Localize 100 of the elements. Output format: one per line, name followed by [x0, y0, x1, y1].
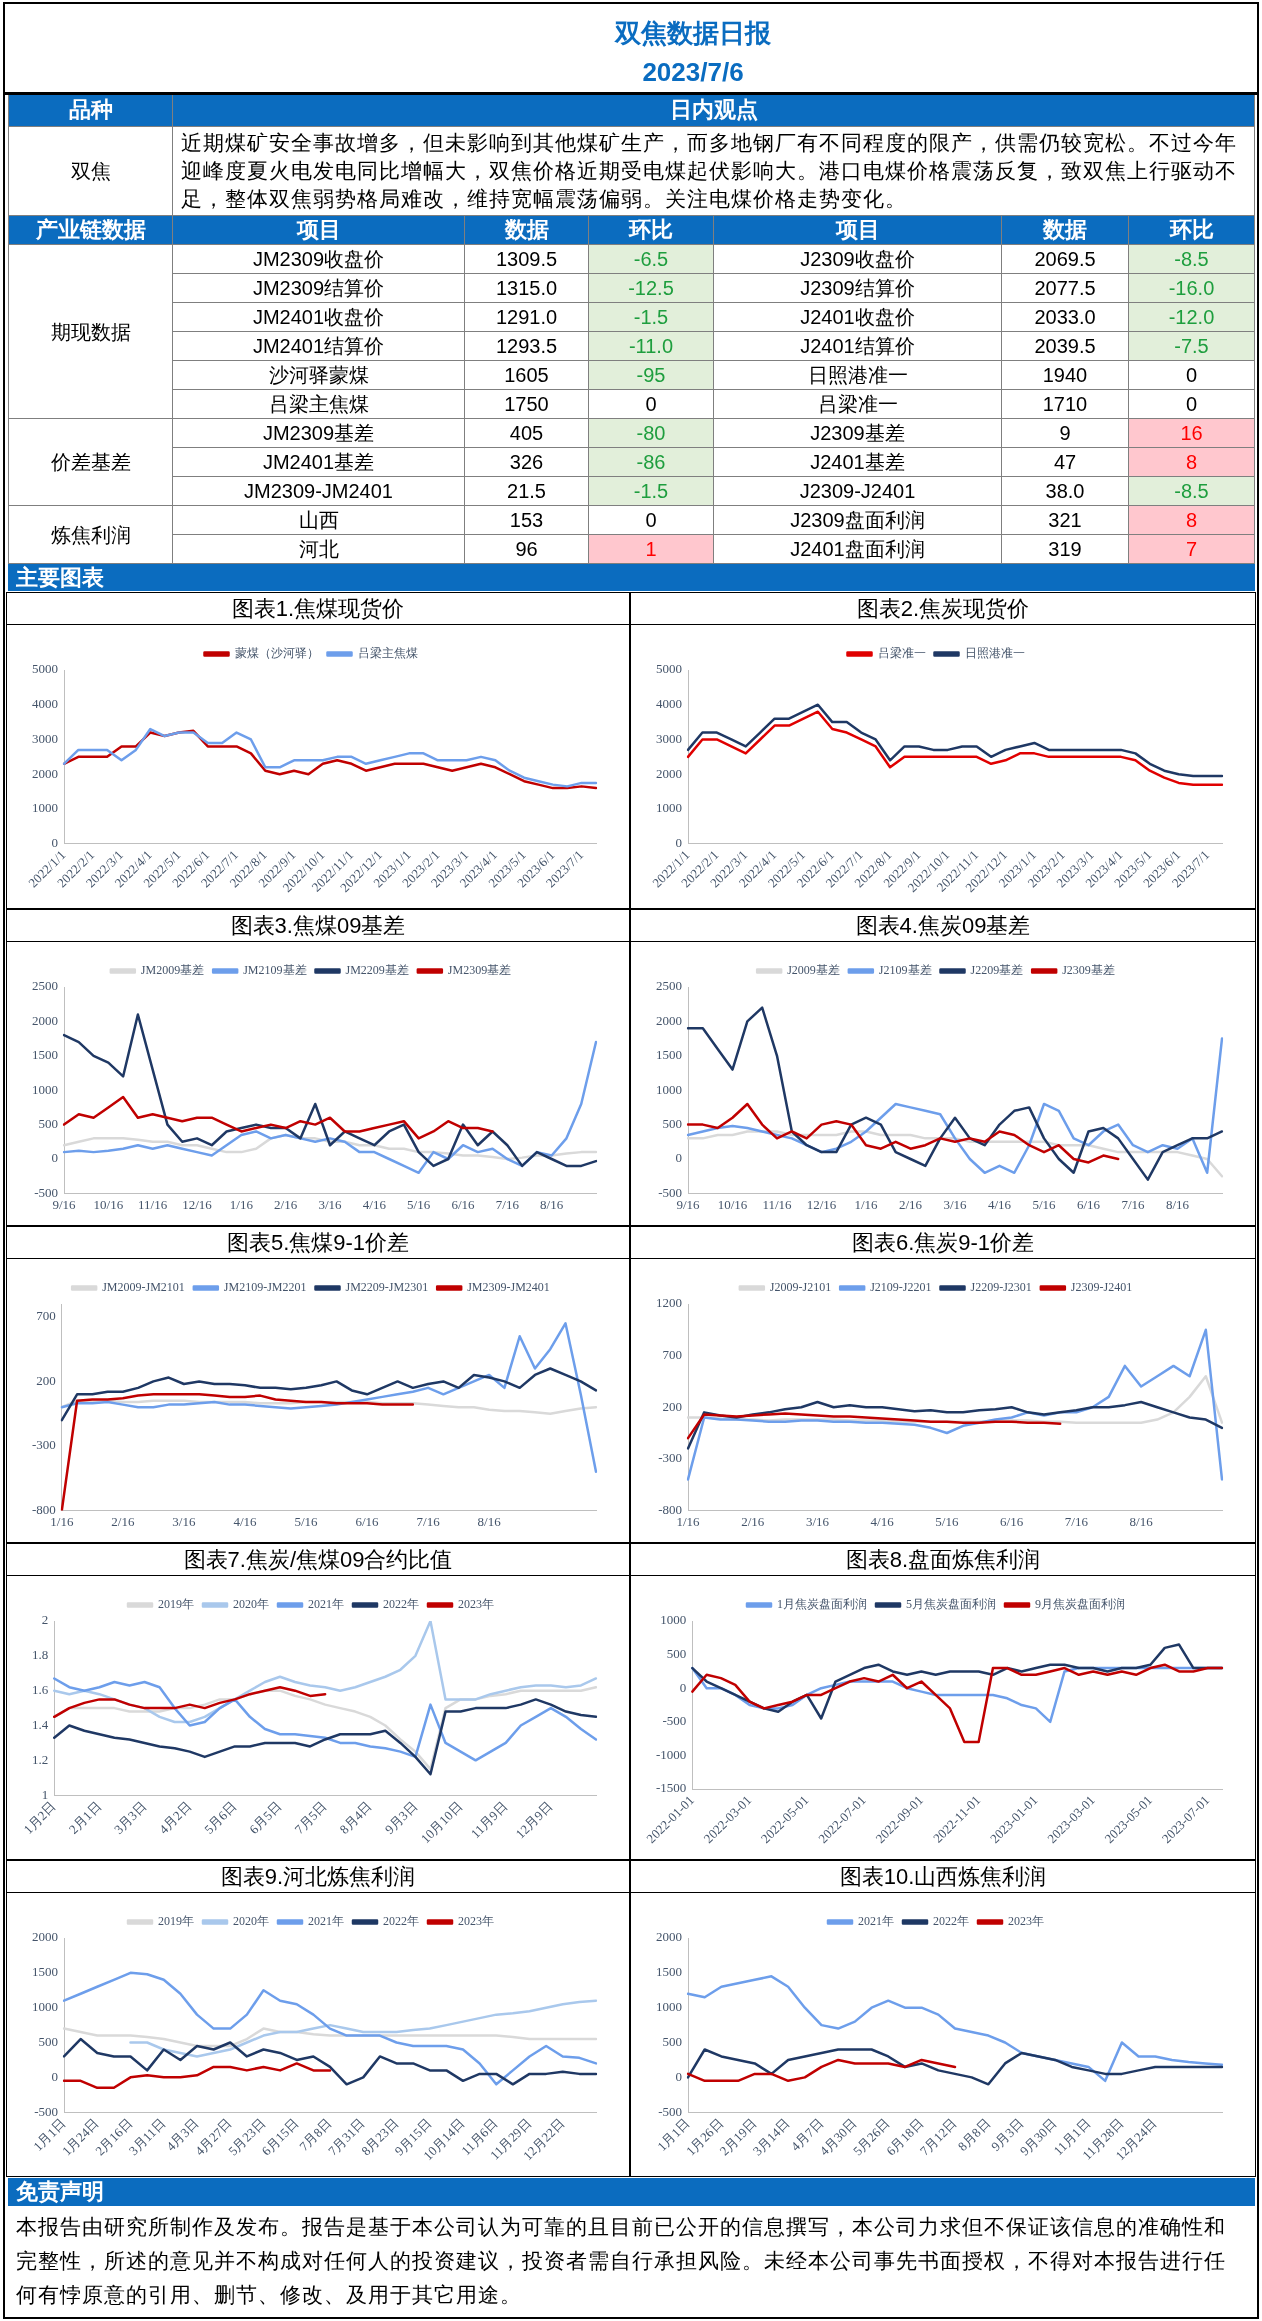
- text: 2077.5: [1002, 274, 1129, 303]
- text: -8.5: [1129, 245, 1255, 274]
- x-tick-label: 10/16: [93, 1196, 124, 1212]
- y-tick-label: 0: [675, 835, 682, 851]
- x-tick-label: 3/16: [318, 1196, 343, 1212]
- x-tick-label: 5/16: [294, 1513, 319, 1529]
- y-tick-label: 1200: [656, 1295, 682, 1311]
- y-tick-label: 1.4: [32, 1716, 49, 1732]
- y-tick-label: 0: [51, 835, 58, 851]
- text: 1309.5: [465, 245, 589, 274]
- text: 环比: [1129, 216, 1255, 245]
- x-tick-label: 5月6日: [201, 1798, 240, 1837]
- chart-title: 图表10.山西炼焦利润: [631, 1861, 1255, 1893]
- text: 321: [1002, 506, 1129, 535]
- text: 项目: [173, 216, 465, 245]
- y-tick-label: 500: [662, 2033, 682, 2049]
- chart-title: 图表9.河北炼焦利润: [7, 1861, 629, 1893]
- text: 数据: [1002, 216, 1129, 245]
- y-tick-label: 700: [36, 1308, 56, 1324]
- text: 2023/7/6: [641, 55, 745, 89]
- text: 16: [1129, 419, 1255, 448]
- y-tick-label: 2000: [32, 765, 58, 781]
- legend-label: JM2009基差: [140, 963, 205, 978]
- legend-label: 2020年: [233, 1597, 269, 1612]
- text: 8: [1129, 448, 1255, 477]
- x-tick-label: 4月2日: [156, 1798, 195, 1837]
- legend-label: 2019年: [158, 1597, 194, 1612]
- legend-label: J2109基差: [878, 963, 932, 978]
- text: 21.5: [465, 477, 589, 506]
- text: -1.5: [589, 477, 714, 506]
- x-tick-label: 2/16: [741, 1513, 765, 1529]
- text: JM2309结算价: [173, 274, 465, 303]
- y-tick-label: -1500: [655, 1780, 687, 1796]
- text: 山西: [173, 506, 465, 535]
- text: JM2309-JM2401: [173, 477, 465, 506]
- legend-label: 2021年: [308, 1597, 344, 1612]
- text: J2309收盘价: [714, 245, 1002, 274]
- chart-title: 图表5.焦煤9-1价差: [7, 1227, 629, 1259]
- y-tick-label: 0: [675, 2068, 682, 2084]
- y-tick-label: 1000: [32, 1081, 58, 1097]
- text: 数据: [465, 216, 589, 245]
- chart-title: 图表1.焦煤现货价: [7, 593, 629, 625]
- x-tick-label: 12/16: [182, 1196, 213, 1212]
- x-tick-label: 11/16: [138, 1196, 168, 1212]
- y-tick-label: 700: [662, 1347, 682, 1363]
- legend-label: J2109-J2201: [870, 1280, 932, 1295]
- x-tick-label: 6/16: [1076, 1196, 1101, 1212]
- text: 9: [1002, 419, 1129, 448]
- text: -12.0: [1129, 303, 1255, 332]
- x-tick-label: 11/16: [762, 1196, 793, 1212]
- y-tick-label: 500: [38, 1116, 58, 1132]
- x-tick-label: 2月1日: [65, 1798, 104, 1837]
- text: JM2309基差: [173, 419, 465, 448]
- text: JM2309收盘价: [173, 245, 465, 274]
- y-tick-label: 200: [36, 1372, 56, 1388]
- y-tick-label: 2000: [656, 765, 682, 781]
- text: 0: [589, 506, 714, 535]
- text: 日内观点: [173, 95, 1255, 127]
- legend-label: 2022年: [933, 1914, 969, 1929]
- y-tick-label: 4000: [32, 696, 58, 712]
- y-tick-label: 2000: [656, 1929, 682, 1945]
- text: J2401盘面利润: [714, 535, 1002, 564]
- legend-label: J2009-J2101: [769, 1280, 832, 1295]
- text: -80: [589, 419, 714, 448]
- y-tick-label: 2000: [656, 1012, 682, 1028]
- y-tick-label: 3000: [32, 730, 58, 746]
- text: 炼焦利润: [8, 506, 173, 564]
- y-tick-label: 200: [662, 1398, 682, 1414]
- x-tick-label: 3/16: [172, 1513, 196, 1529]
- y-tick-label: 1500: [656, 1047, 682, 1063]
- y-tick-label: 2500: [32, 978, 58, 994]
- text: 期现数据: [8, 245, 173, 419]
- y-tick-label: 1.2: [32, 1751, 49, 1767]
- text: 2069.5: [1002, 245, 1129, 274]
- chart-title: 图表6.焦炭9-1价差: [631, 1227, 1255, 1259]
- legend-label: JM2309基差: [447, 963, 512, 978]
- x-tick-label: 7月5日: [291, 1798, 330, 1837]
- x-tick-label: 7/16: [495, 1196, 520, 1212]
- x-tick-label: 8/16: [1165, 1196, 1190, 1212]
- x-tick-label: 4/16: [233, 1513, 258, 1529]
- text: 0: [1129, 390, 1255, 419]
- text: 吕梁准一: [714, 390, 1002, 419]
- x-tick-label: 2/16: [274, 1196, 298, 1212]
- text: 免责声明: [8, 2178, 1255, 2206]
- x-tick-label: 6/16: [1000, 1513, 1024, 1529]
- legend-label: J2309-J2401: [1070, 1280, 1133, 1295]
- y-tick-label: 1000: [656, 1081, 682, 1097]
- x-tick-label: 12/16: [806, 1196, 837, 1212]
- y-tick-label: -500: [662, 1713, 687, 1729]
- text: -12.5: [589, 274, 714, 303]
- text: 2033.0: [1002, 303, 1129, 332]
- text: 2039.5: [1002, 332, 1129, 361]
- text: 产业链数据: [8, 216, 173, 245]
- y-tick-label: 5000: [656, 661, 682, 677]
- y-tick-label: -300: [31, 1437, 56, 1453]
- legend-label: 2022年: [383, 1914, 419, 1929]
- y-tick-label: 4000: [656, 696, 682, 712]
- chart-title: 图表3.焦煤09基差: [7, 910, 629, 942]
- text: -6.5: [589, 245, 714, 274]
- text: 主要图表: [8, 564, 1255, 591]
